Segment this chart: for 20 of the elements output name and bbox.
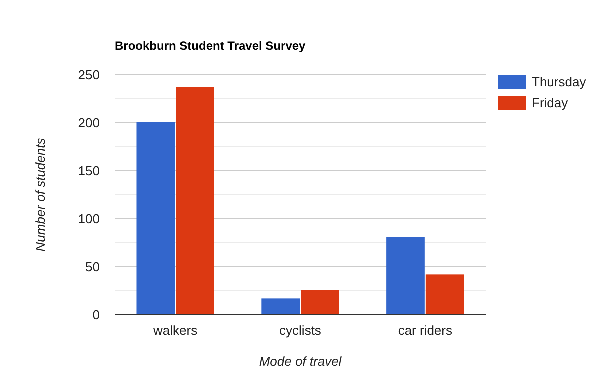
- y-tick-label: 150: [78, 164, 100, 179]
- bar: [386, 237, 425, 315]
- y-tick-label: 200: [78, 116, 100, 131]
- bar: [426, 274, 464, 315]
- bar: [262, 298, 300, 315]
- y-tick-label: 100: [78, 212, 100, 227]
- chart-title: Brookburn Student Travel Survey: [115, 39, 306, 53]
- legend-label: Friday: [532, 96, 569, 111]
- legend-label: Thursday: [532, 74, 587, 90]
- y-axis-title: Number of students: [33, 138, 48, 252]
- bar: [301, 290, 340, 315]
- bar: [176, 87, 214, 315]
- y-tick-label: 50: [86, 260, 100, 275]
- x-tick-label: walkers: [152, 323, 198, 338]
- y-tick-label: 0: [92, 308, 100, 323]
- x-tick-label: car riders: [398, 323, 453, 338]
- x-axis-title: Mode of travel: [259, 354, 343, 369]
- y-tick-label: 250: [78, 68, 100, 83]
- x-tick-label: cyclists: [280, 323, 322, 338]
- bar: [136, 122, 176, 315]
